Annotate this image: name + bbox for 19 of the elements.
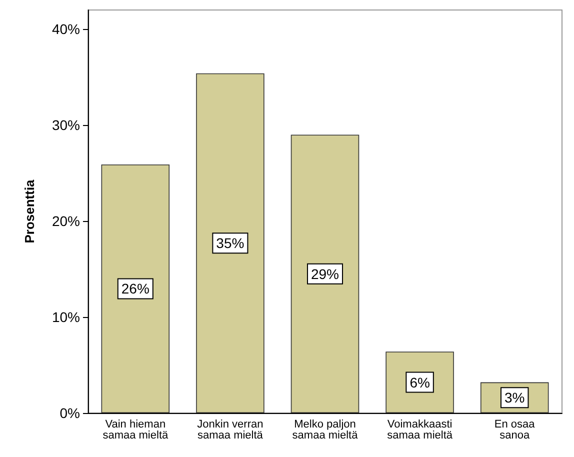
x-tick-label: Voimakkaasti samaa mieltä — [387, 418, 454, 442]
x-tick-label: Melko paljon samaa mieltä — [292, 418, 359, 442]
x-tick-label: En osaa sanoa — [494, 418, 536, 442]
y-tick-label: 30% — [52, 117, 80, 134]
y-axis-title: Prosenttia — [22, 178, 37, 244]
y-tick-label: 20% — [52, 213, 80, 230]
y-tick-label: 10% — [52, 309, 80, 326]
data-label: 29% — [310, 266, 340, 282]
x-tick-label: Vain hieman samaa mieltä — [102, 418, 169, 442]
data-label: 3% — [504, 390, 525, 406]
data-label: 6% — [410, 374, 430, 390]
bar — [290, 134, 360, 413]
data-label: 35% — [216, 235, 244, 252]
y-tick-label: 0% — [60, 405, 80, 421]
data-label: 26% — [121, 280, 150, 297]
y-tick-label: 40% — [52, 21, 80, 38]
x-tick-label: Jonkin verran samaa mieltä — [197, 418, 264, 442]
bar — [196, 73, 264, 413]
bar — [101, 164, 170, 413]
